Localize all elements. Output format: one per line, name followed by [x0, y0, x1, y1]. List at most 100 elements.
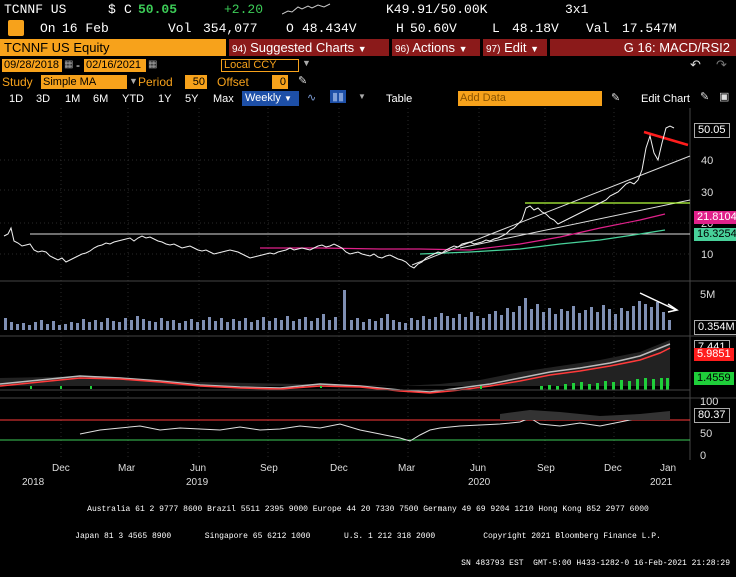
close-icon[interactable]: ▣ — [719, 91, 730, 103]
size: 3x1 — [565, 1, 589, 17]
volume-last-tag: 0.354M — [694, 320, 736, 335]
redo-icon[interactable]: ↷ — [716, 57, 727, 72]
chart-canvas[interactable]: 40 30 20 10 5M 100 50 0 Dec Mar — [0, 108, 736, 488]
calendar-icon[interactable]: ▦ — [64, 59, 74, 70]
start-date-field[interactable]: 09/28/2018 — [2, 59, 62, 72]
open-label: O — [286, 20, 294, 36]
low-label: L — [492, 20, 500, 36]
rsi-last-tag: 80.37 — [694, 408, 730, 423]
currency-symbol: $ — [108, 1, 116, 17]
price-tick-40: 40 — [701, 155, 713, 167]
period-label: Period — [138, 75, 173, 89]
val-label: Val — [586, 20, 610, 36]
security-title: TCNNF US Equity — [0, 39, 226, 56]
price-axis: 40 30 20 10 5M 100 50 0 — [700, 155, 718, 462]
period-ytd[interactable]: YTD — [122, 93, 144, 105]
rsi-tick-100: 100 — [700, 396, 718, 408]
period-1y[interactable]: 1Y — [158, 93, 172, 105]
dropdown-arrow-icon[interactable]: ▼ — [129, 76, 138, 86]
undo-icon[interactable]: ↶ — [690, 57, 701, 72]
x-label-dec-2020: Dec — [604, 463, 622, 474]
footer-contacts-2: Japan 81 3 4565 8900 Singapore 65 6212 1… — [75, 532, 661, 541]
draw-tool-icon[interactable]: ✎ — [611, 92, 621, 104]
date-range-bar: 09/28/2018 ▦ - 02/16/2021 ▦ Local CCY ▼ … — [0, 57, 736, 74]
study-label: Study — [2, 75, 33, 89]
pencil-icon[interactable]: ✎ — [298, 75, 308, 87]
year-label-2020: 2020 — [468, 477, 491, 488]
period-bar: 1D 3D 1M 6M YTD 1Y 5Y Max Weekly ▼ ∿ ▮▮ … — [0, 90, 736, 108]
price-tick-30: 30 — [701, 187, 713, 199]
study-type-select[interactable]: Simple MA — [41, 75, 127, 89]
trend-line-white-2 — [459, 199, 691, 249]
grid-lines — [0, 108, 690, 460]
currency-select[interactable]: Local CCY — [221, 59, 299, 72]
range-separator: - — [76, 58, 80, 72]
x-label-sep-2020: Sep — [537, 463, 555, 474]
offset-label: Offset — [217, 75, 249, 89]
edit-chart-button[interactable]: Edit Chart — [641, 93, 690, 105]
value: 17.547M — [622, 20, 677, 36]
chart-type-dropdown-icon[interactable]: ▼ — [358, 92, 366, 101]
x-label-jan-2021: Jan — [660, 463, 676, 474]
actions-button[interactable]: 96) Actions ▼ — [392, 39, 480, 56]
line-chart-icon[interactable]: ∿ — [307, 92, 317, 104]
volume-tick-5m: 5M — [700, 289, 715, 301]
last-price-tag: 50.05 — [694, 123, 730, 138]
suggested-charts-label: Suggested Charts — [250, 40, 355, 55]
bar-chart-icon[interactable]: ▮▮ — [330, 90, 347, 103]
offset-input[interactable]: 0 — [272, 75, 288, 89]
ma-long-line — [419, 229, 666, 255]
ma-short-tag: 21.8104 — [694, 211, 736, 224]
x-label-mar-2020: Mar — [398, 463, 416, 474]
period-max[interactable]: Max — [213, 93, 234, 105]
suggested-charts-button[interactable]: 94) Suggested Charts ▼ — [229, 39, 389, 56]
on-label: On — [40, 20, 56, 36]
period-input[interactable]: 50 — [185, 75, 207, 89]
rsi-panel — [0, 410, 690, 442]
bloomberg-logo-icon — [8, 20, 24, 36]
x-label-mar-2019: Mar — [118, 463, 136, 474]
histogram-tag: 1.4559 — [694, 372, 734, 385]
macd-panel — [0, 340, 690, 394]
add-data-input[interactable]: Add Data — [458, 91, 602, 106]
chevron-down-icon: ▼ — [283, 94, 292, 103]
quote-header: TCNNF US $ C 50.05 +2.20 K49.91/50.00K 3… — [0, 0, 736, 18]
edit-button[interactable]: 97) Edit ▼ — [483, 39, 547, 56]
volume-bars — [4, 290, 671, 330]
signal-tag: 5.9851 — [694, 348, 734, 361]
edit-num: 97) — [486, 44, 501, 55]
ma-short-line — [260, 213, 666, 251]
frequency-select[interactable]: Weekly ▼ — [242, 91, 299, 106]
volume: 354,077 — [203, 20, 258, 36]
settings-icon[interactable]: ✎ — [700, 91, 710, 103]
x-axis: Dec Mar Jun Sep Dec Mar Jun Sep Dec Jan … — [22, 463, 676, 488]
x-label-dec-2019: Dec — [330, 463, 348, 474]
period-1d[interactable]: 1D — [9, 93, 24, 105]
vol-label: Vol — [168, 20, 192, 36]
period-5y[interactable]: 5Y — [185, 93, 199, 105]
period-1m[interactable]: 1M — [65, 93, 81, 105]
arrow-annotation — [639, 292, 679, 313]
period-6m[interactable]: 6M — [93, 93, 109, 105]
footer: Australia 61 2 9777 8600 Brazil 5511 239… — [0, 487, 736, 568]
table-button[interactable]: Table — [386, 93, 413, 105]
low: 48.18V — [512, 20, 559, 36]
open: 48.434V — [302, 20, 357, 36]
x-label-jun-2019: Jun — [190, 463, 206, 474]
chevron-down-icon: ▼ — [357, 44, 367, 54]
chart-id[interactable]: G 16: MACD/RSI2 — [550, 39, 736, 56]
c-label: C — [124, 1, 132, 17]
footer-contacts-1: Australia 61 2 9777 8600 Brazil 5511 239… — [87, 505, 649, 514]
currency-label: Local CCY — [224, 59, 277, 71]
period-3d[interactable]: 3D — [36, 93, 51, 105]
high-label: H — [396, 20, 404, 36]
end-date-field[interactable]: 02/16/2021 — [84, 59, 146, 72]
frequency-label: Weekly — [245, 92, 281, 104]
dropdown-arrow-icon[interactable]: ▼ — [302, 58, 311, 68]
trend-line-red — [643, 130, 689, 147]
footer-session: SN 483793 EST GMT-5:00 H433-1282-0 16-Fe… — [461, 559, 730, 568]
calendar-icon[interactable]: ▦ — [148, 59, 158, 70]
ticker: TCNNF US — [4, 1, 67, 17]
x-label-dec-2018: Dec — [52, 463, 70, 474]
toolbar: TCNNF US Equity 94) Suggested Charts ▼ 9… — [0, 38, 736, 57]
